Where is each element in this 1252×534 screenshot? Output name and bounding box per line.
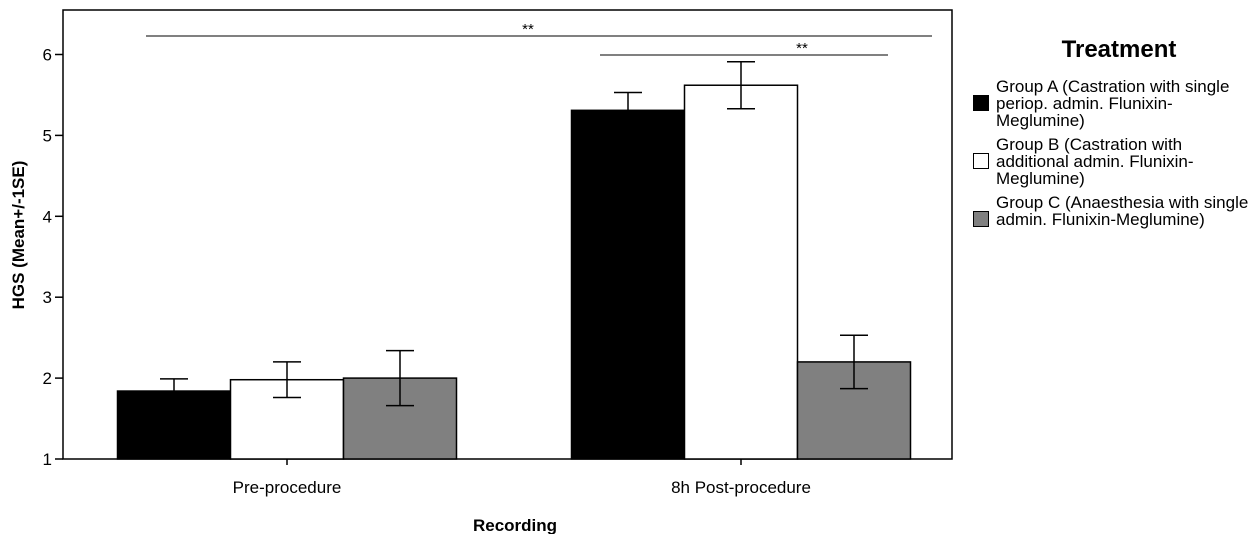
y-axis-label: HGS (Mean+/-1SE) — [9, 161, 28, 310]
legend-swatch — [973, 211, 989, 227]
significance-marker: ** — [796, 40, 808, 57]
x-tick-label: 8h Post-procedure — [671, 478, 811, 497]
x-axis-label: Recording — [473, 516, 557, 534]
legend: Treatment Group A (Castration with singl… — [970, 36, 1250, 235]
legend-swatch — [973, 153, 989, 169]
legend-item: Group C (Anaesthesia with single admin. … — [970, 194, 1250, 228]
legend-label: Group A (Castration with single periop. … — [996, 77, 1230, 130]
y-tick-label: 5 — [43, 126, 52, 145]
bar — [570, 109, 686, 460]
legend-items: Group A (Castration with single periop. … — [970, 78, 1250, 228]
significance-layer: ** ** — [146, 21, 932, 57]
y-tick-label: 4 — [43, 207, 52, 226]
legend-item: Group A (Castration with single periop. … — [970, 78, 1250, 129]
significance-marker: ** — [522, 21, 534, 38]
y-tick-label: 1 — [43, 450, 52, 469]
bars-layer — [116, 84, 912, 460]
plot-frame — [62, 9, 953, 460]
y-axis: 1 2 3 4 5 6 — [43, 45, 63, 469]
legend-label: Group B (Castration with additional admi… — [996, 135, 1194, 188]
legend-label: Group C (Anaesthesia with single admin. … — [996, 193, 1249, 229]
bar — [683, 84, 799, 460]
y-tick-label: 2 — [43, 369, 52, 388]
y-tick-label: 6 — [43, 45, 52, 64]
legend-title: Treatment — [1061, 36, 1177, 63]
x-tick-label: Pre-procedure — [233, 478, 342, 497]
legend-item: Group B (Castration with additional admi… — [970, 136, 1250, 187]
y-tick-label: 3 — [43, 288, 52, 307]
error-bars-layer — [160, 61, 868, 407]
x-axis: Pre-procedure 8h Post-procedure — [233, 459, 811, 497]
legend-swatch — [973, 95, 989, 111]
